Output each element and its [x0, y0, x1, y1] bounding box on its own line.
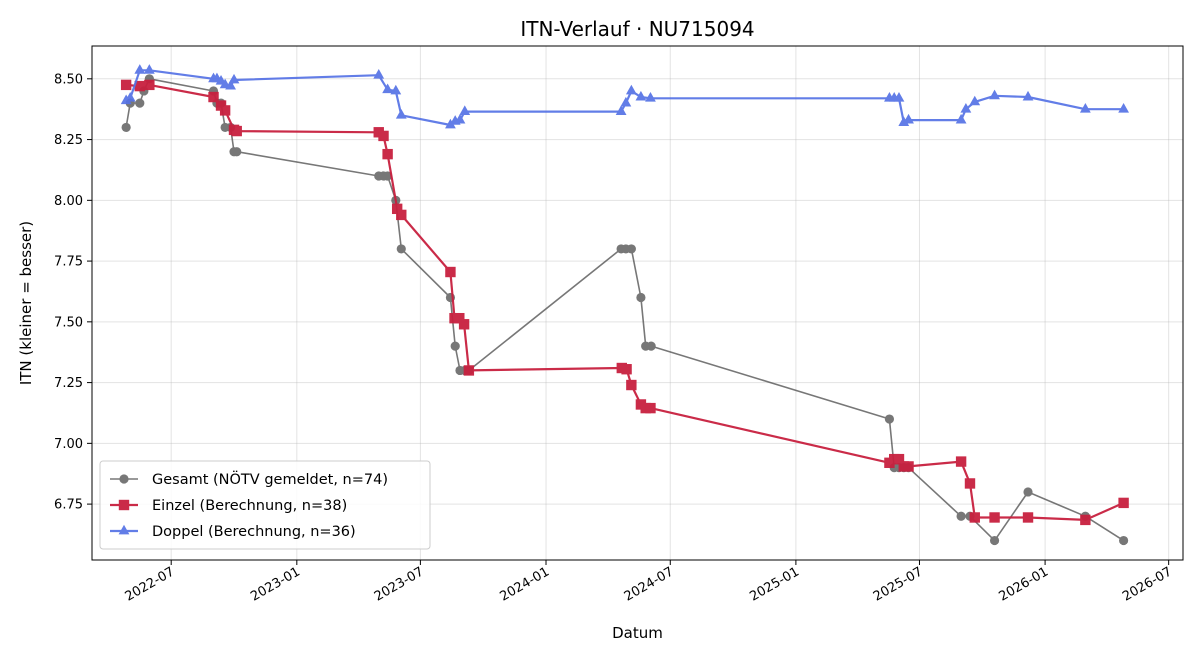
data-point-doppel — [635, 90, 647, 101]
data-point-doppel — [395, 109, 407, 119]
chart-title: ITN-Verlauf · NU715094 — [520, 17, 754, 41]
legend-marker — [118, 499, 130, 511]
data-point-doppel — [390, 84, 402, 95]
data-point-einzel — [396, 209, 407, 221]
data-point-doppel — [960, 102, 972, 113]
y-tick-label: 8.00 — [54, 194, 83, 209]
data-point-gesamt — [121, 122, 131, 133]
data-point-gesamt — [396, 244, 406, 254]
data-point-gesamt — [884, 414, 895, 424]
data-point-einzel — [989, 512, 1000, 523]
data-point-einzel — [893, 453, 905, 465]
series-einzel — [120, 79, 1129, 526]
data-point-einzel — [445, 266, 456, 278]
legend-label: Einzel (Berechnung, n=38) — [152, 498, 347, 514]
data-point-einzel — [231, 125, 242, 137]
data-point-doppel — [645, 92, 656, 102]
data-point-einzel — [120, 79, 132, 91]
data-point-doppel — [1022, 90, 1034, 101]
legend-item-einzel — [110, 499, 138, 511]
data-point-doppel — [898, 116, 910, 126]
data-point-gesamt — [636, 292, 646, 303]
x-axis-label: Datum — [612, 624, 663, 642]
legend-box — [99, 460, 431, 550]
data-point-doppel — [373, 68, 385, 79]
data-point-gesamt — [135, 98, 145, 108]
data-point-einzel — [969, 512, 980, 523]
data-point-doppel — [459, 105, 471, 116]
y-tick-label: 8.25 — [54, 133, 83, 148]
data-point-einzel — [391, 203, 403, 215]
data-point-einzel — [378, 130, 389, 142]
legend-marker — [118, 524, 130, 535]
data-point-einzel — [208, 91, 219, 103]
legend-item-gesamt — [110, 474, 138, 484]
data-point-einzel — [903, 461, 914, 472]
data-point-gesamt — [1119, 535, 1129, 546]
data-point-doppel — [228, 73, 240, 84]
data-point-einzel — [454, 312, 465, 324]
legend-marker — [119, 474, 129, 484]
y-tick-label: 7.50 — [54, 315, 83, 330]
y-tick-label: 8.50 — [54, 72, 83, 87]
data-point-gesamt — [956, 511, 966, 521]
plot-frame — [91, 45, 1184, 561]
data-point-doppel — [134, 64, 146, 74]
data-point-einzel — [134, 80, 145, 92]
data-point-gesamt — [646, 341, 656, 351]
data-point-doppel — [1079, 102, 1091, 113]
data-point-doppel — [124, 92, 136, 102]
legend: Gesamt (NÖTV gemeldet, n=74) Einzel (Bere… — [99, 460, 431, 550]
data-point-gesamt — [1023, 487, 1033, 497]
data-point-doppel — [225, 79, 236, 90]
data-point-einzel — [219, 105, 231, 116]
y-tick-label: 7.75 — [54, 255, 83, 270]
legend-label: Doppel (Berechnung, n=36) — [152, 524, 356, 540]
grid — [92, 46, 1183, 560]
data-point-einzel — [621, 364, 632, 375]
data-point-einzel — [1118, 497, 1129, 509]
data-point-doppel — [955, 113, 967, 124]
y-tick-label: 6.75 — [54, 498, 83, 513]
data-point-doppel — [120, 94, 132, 105]
data-point-doppel — [903, 113, 914, 124]
y-tick-label: 7.00 — [54, 437, 83, 452]
series-layer — [120, 64, 1129, 546]
y-axis-label: ITN (kleiner = besser) — [17, 221, 35, 385]
data-point-gesamt — [450, 341, 460, 351]
y-tick-label: 7.25 — [54, 376, 83, 391]
data-point-gesamt — [232, 147, 242, 157]
y-axis: 6.75 7.00 7.25 7.50 7.75 8.00 8.25 8.50 — [54, 72, 92, 513]
data-point-einzel — [144, 79, 155, 91]
legend-item-doppel — [110, 524, 138, 535]
data-point-einzel — [463, 365, 475, 376]
data-point-doppel — [1118, 102, 1129, 113]
data-point-einzel — [382, 148, 393, 160]
data-point-gesamt — [383, 171, 393, 181]
data-point-doppel — [625, 84, 637, 95]
series-doppel — [120, 64, 1129, 129]
data-point-doppel — [620, 96, 632, 107]
data-point-einzel — [955, 456, 967, 467]
legend-label: Gesamt (NÖTV gemeldet, n=74) — [152, 470, 388, 488]
data-point-doppel — [989, 89, 1000, 100]
data-point-doppel — [143, 64, 155, 74]
data-point-doppel — [445, 118, 456, 129]
data-point-doppel — [969, 95, 981, 106]
data-point-einzel — [1080, 514, 1091, 526]
data-point-einzel — [645, 402, 656, 414]
data-point-doppel — [382, 83, 394, 94]
data-point-doppel — [615, 105, 627, 116]
data-point-einzel — [458, 319, 470, 330]
data-point-gesamt — [626, 244, 636, 254]
data-point-gesamt — [989, 535, 1000, 546]
data-point-doppel — [893, 92, 905, 102]
data-point-doppel — [454, 113, 466, 124]
data-point-einzel — [964, 478, 976, 489]
data-point-einzel — [626, 379, 637, 391]
data-point-einzel — [1022, 512, 1034, 523]
